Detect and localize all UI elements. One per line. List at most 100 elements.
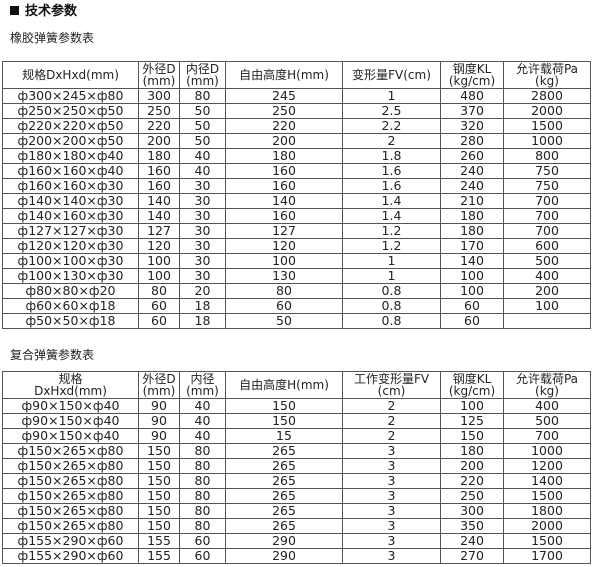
table-cell: 60: [440, 313, 504, 329]
table-cell: 200: [138, 133, 180, 149]
table-cell: 160: [138, 178, 180, 194]
table-cell: 80: [179, 443, 226, 459]
column-header-text: 规格DxHxd(mm): [22, 67, 119, 82]
table-cell: 40: [179, 413, 226, 429]
table-cell: 1.6: [342, 178, 441, 194]
table-cell: 100: [440, 398, 504, 414]
table-cell: 250: [225, 103, 343, 119]
table-cell: ф160×160×ф30: [2, 178, 139, 194]
table-cell: 200: [503, 283, 591, 299]
table-cell: 2: [342, 413, 441, 429]
table-cell: 200: [225, 133, 343, 149]
table-cell: ф50×50×ф18: [2, 313, 139, 329]
column-header-text: (kg/cm): [448, 384, 496, 398]
table-cell: 150: [138, 488, 180, 504]
table-row: ф100×130×ф30 100 30 130 1 100 400: [2, 268, 591, 284]
table-cell: 1700: [503, 548, 591, 564]
table-cell: 1800: [503, 503, 591, 519]
table-cell: 700: [503, 208, 591, 224]
table-cell: 30: [179, 253, 226, 269]
table-cell: 80: [225, 283, 343, 299]
column-header: 允许载荷Pa (kg): [503, 371, 591, 399]
column-header-text: 钢度KL: [452, 61, 492, 76]
table-cell: 1.4: [342, 193, 441, 209]
table1-caption: 橡胶弹簧参数表: [10, 31, 95, 45]
column-header-text: 钢度KL: [452, 371, 492, 386]
table-cell: 3: [342, 443, 441, 459]
table-cell: 30: [179, 178, 226, 194]
table-cell: ф80×80×ф20: [2, 283, 139, 299]
table-cell: ф90×150×ф40: [2, 398, 139, 414]
table-cell: 150: [225, 398, 343, 414]
column-header: 内径D (mm): [179, 61, 226, 89]
table-cell: 80: [138, 283, 180, 299]
table-cell: 130: [225, 268, 343, 284]
column-header: 钢度KL (kg/cm): [440, 61, 504, 89]
table-cell: 127: [225, 223, 343, 239]
table-cell: 265: [225, 488, 343, 504]
table-cell: 120: [225, 238, 343, 254]
table-cell: 120: [138, 238, 180, 254]
table-cell: 60: [179, 533, 226, 549]
table-cell: 200: [440, 458, 504, 474]
table-cell: 3: [342, 473, 441, 489]
section-heading: 技术参数: [10, 0, 77, 19]
table-row: ф140×140×ф30 140 30 140 1.4 210 700: [2, 193, 591, 209]
column-header-text: (mm): [186, 384, 219, 398]
table-cell: 0.8: [342, 283, 441, 299]
table-cell: 240: [440, 178, 504, 194]
table-cell: ф220×220×ф50: [2, 118, 139, 134]
table-cell: 2: [342, 133, 441, 149]
table-cell: 2.2: [342, 118, 441, 134]
column-header-text: 自由高度H(mm): [239, 67, 329, 82]
table-cell: ф100×100×ф30: [2, 253, 139, 269]
table-cell: 30: [179, 223, 226, 239]
table-cell: 140: [440, 253, 504, 269]
table-row: ф120×120×ф30 120 30 120 1.2 170 600: [2, 238, 591, 254]
table-cell: 80: [179, 503, 226, 519]
table-cell: 100: [440, 268, 504, 284]
table-cell: 700: [503, 193, 591, 209]
table-cell: 50: [179, 133, 226, 149]
table-cell: 180: [440, 443, 504, 459]
table-cell: 30: [179, 268, 226, 284]
square-bullet-icon: [10, 6, 19, 15]
column-header-text: 允许载荷Pa: [515, 371, 579, 386]
table-cell: 500: [503, 253, 591, 269]
table-cell: 265: [225, 473, 343, 489]
table-cell: 140: [138, 193, 180, 209]
column-header: 规格DxHxd(mm): [2, 61, 139, 89]
table-cell: ф150×265×ф80: [2, 488, 139, 504]
table-cell: 100: [440, 283, 504, 299]
table-cell: 1000: [503, 443, 591, 459]
table-cell: 500: [503, 413, 591, 429]
table-row: ф90×150×ф40 90 40 150 2 125 500: [2, 413, 591, 429]
column-header-text: (mm): [142, 384, 176, 398]
table-cell: 30: [179, 208, 226, 224]
table-cell: 90: [138, 398, 180, 414]
table-cell: ф200×200×ф50: [2, 133, 139, 149]
table-row: ф150×265×ф80 150 80 265 3 200 1200: [2, 458, 591, 474]
table-cell: 400: [503, 268, 591, 284]
table-row: ф140×160×ф30 140 30 160 1.4 180 700: [2, 208, 591, 224]
table-cell: 1500: [503, 533, 591, 549]
table-row: ф60×60×ф18 60 18 60 0.8 60 100: [2, 298, 591, 314]
table-cell: 2800: [503, 88, 591, 104]
table-cell: [503, 313, 591, 329]
table-cell: 1: [342, 88, 441, 104]
table-cell: ф60×60×ф18: [2, 298, 139, 314]
table-cell: 100: [138, 268, 180, 284]
column-header-text: 规格: [58, 371, 83, 386]
table-cell: 600: [503, 238, 591, 254]
composite-spring-table: 规格 DxHxd(mm) 外径D (mm) 内径 (mm) 自由高度H(mm) 工作变形量FV…: [2, 371, 591, 564]
table-cell: 0.8: [342, 313, 441, 329]
table-cell: 60: [138, 298, 180, 314]
table-row: ф250×250×ф50 250 50 250 2.5 370 2000: [2, 103, 591, 119]
table-cell: 50: [179, 103, 226, 119]
column-header-text: DxHxd(mm): [34, 384, 107, 398]
table-cell: 1.2: [342, 238, 441, 254]
table-cell: 400: [503, 398, 591, 414]
table-cell: 80: [179, 473, 226, 489]
table-row: ф150×265×ф80 150 80 265 3 300 1800: [2, 503, 591, 519]
table-cell: 280: [440, 133, 504, 149]
